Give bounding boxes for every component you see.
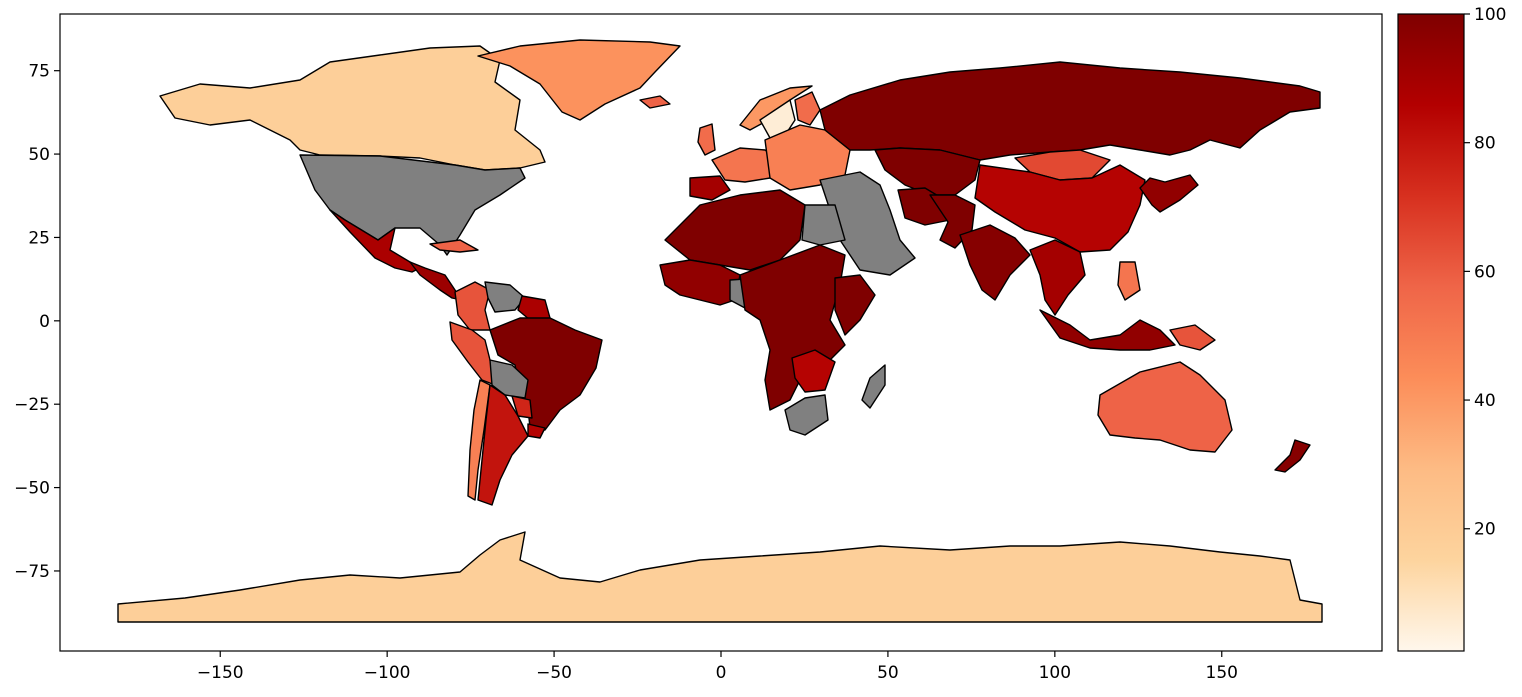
country-canada <box>159 45 546 171</box>
y-tick-label: −75 <box>14 562 50 582</box>
country-colombia <box>454 281 491 331</box>
country-south-africa <box>784 394 829 436</box>
colorbar-tick-label: 40 <box>1474 391 1496 411</box>
country-madagascar <box>861 364 886 409</box>
country-new-zealand <box>1274 439 1311 473</box>
y-tick-label: 50 <box>28 145 50 165</box>
x-tick-label: 50 <box>877 663 899 683</box>
x-tick-label: 150 <box>1206 663 1238 683</box>
country-central-asia <box>874 147 981 196</box>
country-argentina <box>477 384 529 506</box>
y-tick-label: 25 <box>28 228 50 248</box>
colorbar-tick-label: 80 <box>1474 134 1496 154</box>
y-tick-label: 0 <box>39 312 50 332</box>
country-west-africa <box>659 259 741 306</box>
colorbar: 20 40 60 80 100 <box>1397 5 1506 652</box>
x-tick-label: 100 <box>1039 663 1071 683</box>
country-iceland <box>639 95 671 109</box>
country-iberia <box>689 175 731 201</box>
x-tick-label: −100 <box>364 663 411 683</box>
country-philippines <box>1117 261 1141 301</box>
map-axes: −150 −100 −50 0 50 100 150 75 50 25 0 −25 −50 −75 <box>14 13 1383 683</box>
country-uk <box>697 123 716 156</box>
x-tick-label: −50 <box>536 663 572 683</box>
country-china <box>974 164 1146 253</box>
y-tick-label: 75 <box>28 62 50 82</box>
colorbar-tick-label: 20 <box>1474 520 1496 540</box>
y-axis: 75 50 25 0 −25 −50 −75 <box>14 62 60 582</box>
x-axis: −150 −100 −50 0 50 100 150 <box>197 651 1238 683</box>
country-india <box>959 224 1031 301</box>
country-antarctica <box>117 531 1323 623</box>
country-southeast-asia <box>1029 239 1086 316</box>
country-finland <box>794 91 821 126</box>
country-greenland <box>477 39 681 121</box>
country-layer <box>117 39 1323 623</box>
colorbar-tick-label: 100 <box>1474 5 1506 25</box>
country-ethiopia-kenya <box>834 274 876 336</box>
country-korea-japan <box>1139 174 1199 213</box>
country-zambia-zimbabwe <box>791 349 836 393</box>
country-bolivia <box>489 359 529 399</box>
colorbar-ticks: 20 40 60 80 100 <box>1464 5 1506 540</box>
country-caribbean <box>429 239 479 253</box>
x-tick-label: −150 <box>197 663 244 683</box>
country-australia <box>1097 361 1233 453</box>
x-tick-label: 0 <box>716 663 727 683</box>
country-uruguay <box>527 423 546 439</box>
country-indonesia <box>1039 309 1176 351</box>
country-paraguay <box>511 395 533 419</box>
y-tick-label: −50 <box>14 479 50 499</box>
country-venezuela <box>484 281 526 313</box>
colorbar-gradient <box>1397 13 1465 652</box>
colorbar-tick-label: 60 <box>1474 262 1496 282</box>
country-norway <box>739 85 813 131</box>
country-egypt <box>801 204 846 246</box>
y-tick-label: −25 <box>14 395 50 415</box>
country-papua-new-guinea <box>1169 324 1216 351</box>
